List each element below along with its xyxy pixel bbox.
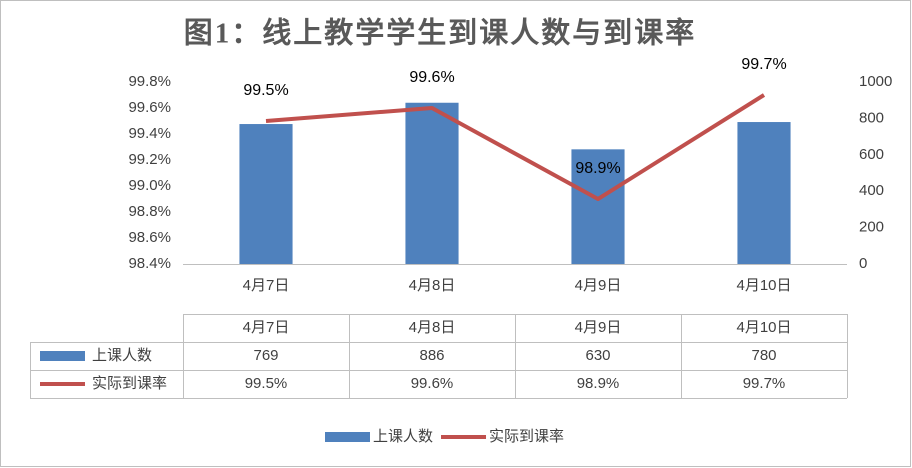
table-value: 769	[253, 347, 278, 364]
table-value: 99.5%	[245, 375, 288, 392]
x-tick-label: 4月9日	[575, 277, 622, 294]
y-tick-label: 99.4%	[128, 125, 171, 142]
table-value: 630	[585, 347, 610, 364]
table-header: 4月7日	[243, 319, 290, 336]
x-tick-label: 4月7日	[243, 277, 290, 294]
table-value: 99.7%	[743, 375, 786, 392]
table-value: 99.6%	[411, 375, 454, 392]
chart-title: 图1：线上教学学生到课人数与到课率	[184, 16, 697, 50]
table-value: 886	[419, 347, 444, 364]
y-tick-label: 99.2%	[128, 151, 171, 168]
data-label: 99.5%	[243, 82, 288, 99]
y2-tick-label: 0	[859, 255, 867, 272]
y2-tick-label: 600	[859, 146, 884, 163]
bar	[737, 122, 791, 264]
y-tick-label: 98.8%	[128, 203, 171, 220]
bar	[239, 124, 293, 265]
table-header: 4月9日	[575, 319, 622, 336]
legend-swatch	[40, 351, 85, 361]
y-tick-label: 99.8%	[128, 73, 171, 90]
table-series-name: 上课人数	[92, 347, 152, 364]
y2-tick-label: 1000	[859, 73, 892, 90]
line	[265, 93, 766, 201]
legend-swatch	[325, 432, 370, 442]
data-label: 99.7%	[741, 56, 786, 73]
y2-tick-label: 200	[859, 219, 884, 236]
table-header: 4月10日	[736, 319, 791, 336]
x-tick-label: 4月8日	[409, 277, 456, 294]
y2-tick-label: 800	[859, 109, 884, 126]
y-tick-label: 99.0%	[128, 177, 171, 194]
x-tick-label: 4月10日	[736, 277, 791, 294]
data-label: 99.6%	[409, 69, 454, 86]
table-series-name: 实际到课率	[92, 375, 167, 392]
y2-tick-label: 400	[859, 182, 884, 199]
table-header: 4月8日	[409, 319, 456, 336]
y-tick-label: 98.6%	[128, 229, 171, 246]
bar	[405, 102, 459, 264]
bar	[571, 149, 625, 264]
y-tick-label: 98.4%	[128, 255, 171, 272]
data-label: 98.9%	[575, 160, 620, 177]
legend-label: 实际到课率	[489, 428, 564, 445]
y-tick-label: 99.6%	[128, 99, 171, 116]
legend-label: 上课人数	[373, 428, 433, 445]
table-value: 780	[751, 347, 776, 364]
table-value: 98.9%	[577, 375, 620, 392]
